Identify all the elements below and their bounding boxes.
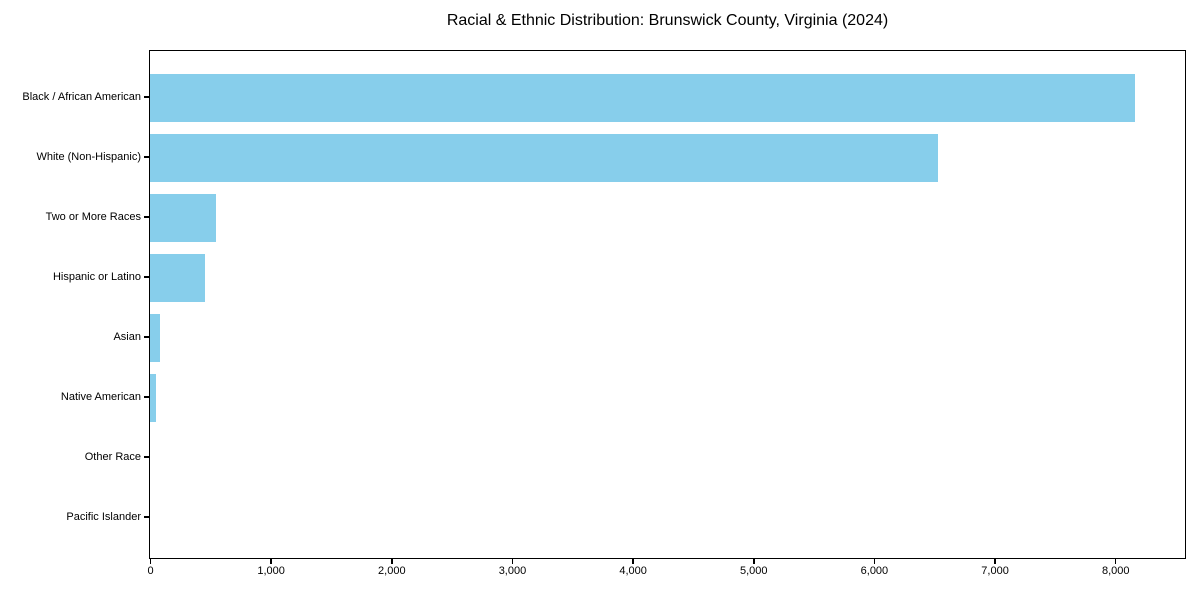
y-tick [144,156,149,158]
y-axis-label: Other Race [84,451,141,463]
x-tick [270,559,272,564]
x-tick-label: 7,000 [981,565,1009,577]
y-axis-label: Pacific Islander [66,511,141,523]
x-tick-label: 8,000 [1101,565,1130,577]
x-tick [511,559,514,564]
x-tick [632,559,634,564]
x-tick-label: 5,000 [740,565,768,577]
bar [150,314,160,362]
x-tick [753,559,755,564]
y-tick [144,216,149,218]
bar [150,254,205,302]
y-tick [144,276,149,278]
y-tick [144,96,149,98]
y-axis-label: White (Non-Hispanic) [36,151,141,163]
plot-area [149,50,1186,559]
x-tick [1114,559,1117,564]
x-tick [391,559,393,564]
y-axis-label: Two or More Races [45,211,141,223]
y-tick [144,516,149,518]
bar [150,194,216,242]
x-tick-label: 4,000 [619,565,647,577]
x-tick-label: 3,000 [498,565,527,577]
y-axis-label: Native American [60,391,141,403]
bar [150,74,1135,122]
chart-title: Racial & Ethnic Distribution: Brunswick … [446,12,889,29]
x-tick [873,559,876,564]
x-tick [149,559,152,564]
bar [150,134,938,182]
y-tick [144,336,149,338]
x-tick [994,559,996,564]
x-tick-label: 1,000 [257,565,285,577]
x-tick-label: 6,000 [860,565,889,577]
x-tick-label: 0 [147,565,154,577]
bar [150,374,156,422]
y-axis-label: Asian [113,331,141,343]
y-tick [144,396,149,398]
y-axis-label: Hispanic or Latino [52,271,141,283]
y-tick [144,456,149,458]
x-tick-label: 2,000 [378,565,406,577]
y-axis-label: Black / African American [22,91,141,103]
